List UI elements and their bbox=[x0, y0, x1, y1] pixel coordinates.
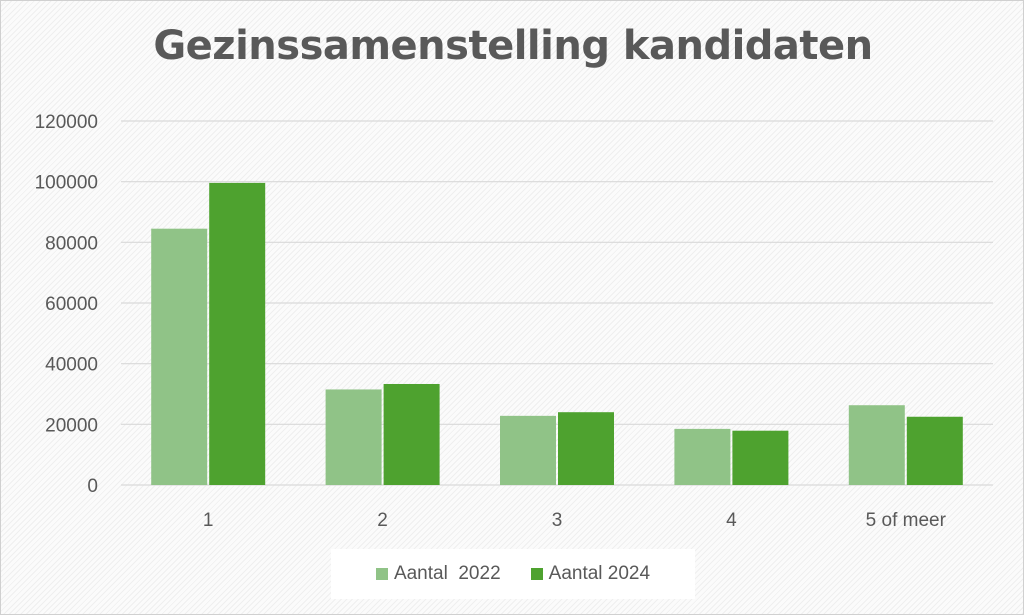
legend: Aantal 2022 Aantal 2024 bbox=[331, 549, 695, 599]
x-tick-label: 4 bbox=[726, 510, 737, 531]
y-axis-tick-labels: 0 20000 40000 60000 80000 100000 120000 bbox=[35, 112, 98, 497]
x-tick-label: 5 of meer bbox=[866, 510, 947, 531]
y-tick-label: 60000 bbox=[45, 294, 98, 315]
bar-2024-2 bbox=[383, 383, 440, 485]
bar-2024-3 bbox=[558, 412, 614, 485]
y-tick-label: 0 bbox=[87, 476, 98, 497]
y-tick-label: 100000 bbox=[35, 173, 98, 194]
x-axis-tick-labels: 1 2 3 4 5 of meer bbox=[203, 510, 947, 531]
x-tick-label: 3 bbox=[552, 510, 563, 531]
x-tick-label: 2 bbox=[377, 510, 388, 531]
y-tick-label: 40000 bbox=[45, 355, 98, 376]
bar-2024-4 bbox=[732, 430, 789, 485]
y-tick-label: 120000 bbox=[35, 112, 98, 133]
legend-label-2024: Aantal 2024 bbox=[548, 563, 651, 584]
legend-item-2022[interactable]: Aantal 2022 bbox=[375, 563, 501, 585]
y-tick-label: 20000 bbox=[45, 415, 98, 436]
x-tick-label: 1 bbox=[203, 510, 214, 531]
bar-2022-4 bbox=[674, 428, 731, 485]
y-tick-label: 80000 bbox=[45, 233, 98, 254]
bar-2022-3 bbox=[500, 415, 556, 485]
bar-2024-5-of-meer bbox=[906, 416, 963, 485]
legend-label-2022: Aantal 2022 bbox=[393, 563, 501, 584]
bar-2022-2 bbox=[325, 389, 382, 485]
gridlines bbox=[121, 120, 993, 486]
legend-item-2024[interactable]: Aantal 2024 bbox=[530, 563, 651, 585]
chart-title: Gezinssamenstelling kandidaten bbox=[153, 23, 873, 69]
bar-2022-1 bbox=[151, 228, 208, 485]
legend-swatch-2022 bbox=[375, 568, 388, 580]
legend-swatch-2024 bbox=[530, 568, 543, 580]
bar-2022-5-of-meer bbox=[848, 405, 905, 485]
bars bbox=[151, 182, 963, 485]
bar-2024-1 bbox=[209, 182, 266, 485]
